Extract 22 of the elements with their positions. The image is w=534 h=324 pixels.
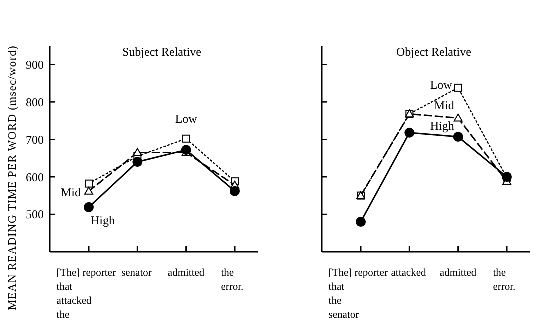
x-tick-label: the error.	[221, 268, 244, 293]
x-tick-label: the error.	[493, 268, 516, 293]
y-axis-title: MEAN READING TIME PER WORD (msec/word)	[7, 46, 19, 310]
x-tick-label: admitted	[440, 268, 478, 279]
chart-title: Subject Relative	[122, 45, 202, 59]
series-label: Mid	[434, 98, 454, 112]
y-tick-label: 800	[26, 95, 44, 110]
y-tick-label: 900	[26, 58, 44, 72]
series-label: High	[91, 214, 115, 228]
x-tick-label: senator	[122, 268, 152, 279]
y-tick-label: 700	[26, 132, 44, 147]
series-label: Low	[175, 112, 198, 126]
series-label: High	[430, 119, 454, 134]
y-tick-label: 500	[26, 208, 44, 222]
x-tick-label: attacked	[391, 268, 427, 279]
y-tick-label: 600	[26, 170, 44, 184]
series-label: Low	[430, 78, 453, 92]
chart-title: Object Relative	[396, 45, 472, 59]
x-tick-label: admitted	[168, 268, 206, 279]
x-tick-label: [The] reporter that the senator	[328, 268, 388, 321]
series-label: Mid	[60, 186, 81, 200]
x-tick-label: [The] reporter that attacked the	[56, 268, 116, 321]
